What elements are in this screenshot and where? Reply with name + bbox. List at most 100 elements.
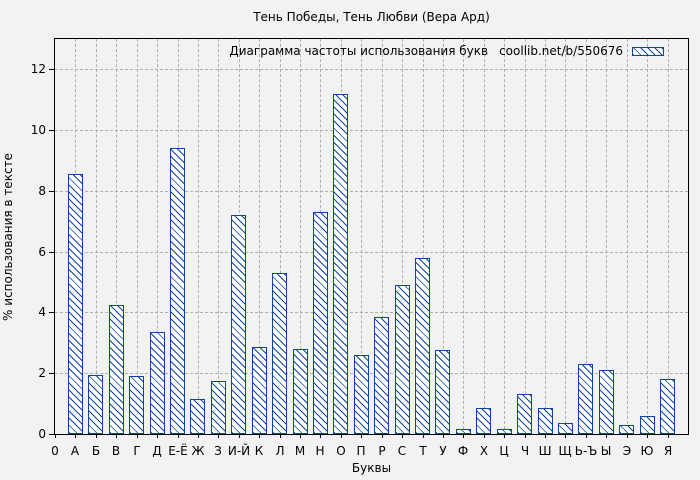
x-tick-label: Е-Ё — [168, 444, 188, 458]
gridline-v — [402, 39, 404, 434]
bar-А — [68, 174, 83, 434]
bar-Я — [660, 379, 675, 434]
gridline-v — [381, 39, 383, 434]
bar-Е-Ё — [170, 148, 185, 434]
x-tick-label: К — [254, 444, 264, 458]
gridline-v — [259, 39, 261, 434]
gridline-h — [55, 312, 688, 314]
gridline-v — [157, 39, 159, 434]
x-tick-mark — [545, 434, 546, 438]
x-tick-label: Ю — [640, 444, 654, 458]
x-tick-mark — [178, 434, 179, 438]
gridline-v — [585, 39, 587, 434]
bar-С — [395, 285, 410, 434]
x-tick-mark — [504, 434, 505, 438]
chart-title: Тень Победы, Тень Любви (Вера Ард) — [253, 10, 490, 24]
bar-Т — [415, 258, 430, 434]
x-tick-label: Щ — [558, 444, 572, 458]
x-tick-label: Я — [663, 444, 673, 458]
bar-Ц — [497, 429, 512, 434]
x-tick-label: Н — [315, 444, 325, 458]
x-tick-mark — [565, 434, 566, 438]
x-tick-mark — [647, 434, 648, 438]
gridline-v — [300, 39, 302, 434]
legend: Диаграмма частоты использования букв cool… — [229, 44, 664, 58]
hatched-swatch-icon — [632, 46, 664, 56]
x-tick-label: 0 — [51, 444, 59, 458]
bar-Х — [476, 408, 491, 434]
gridline-v — [647, 39, 649, 434]
bar-Ю — [640, 416, 655, 434]
x-tick-label: Ц — [499, 444, 509, 458]
bar-Ч — [517, 394, 532, 434]
x-tick-mark — [423, 434, 424, 438]
gridline-v — [422, 39, 424, 434]
x-tick-mark — [525, 434, 526, 438]
x-tick-label: С — [397, 444, 407, 458]
x-tick-label: М — [294, 444, 306, 458]
gridline-v — [442, 39, 444, 434]
gridline-v — [136, 39, 138, 434]
x-tick-label: А — [70, 444, 80, 458]
x-tick-label: Ж — [191, 444, 205, 458]
x-tick-mark — [157, 434, 158, 438]
x-tick-label: Т — [419, 444, 427, 458]
bar-Ь-Ъ — [578, 364, 593, 434]
x-tick-mark — [668, 434, 669, 438]
bar-И-Й — [231, 215, 246, 434]
gridline-h — [55, 69, 688, 71]
x-tick-label: П — [356, 444, 366, 458]
x-tick-label: И-Й — [227, 444, 251, 458]
x-tick-mark — [218, 434, 219, 438]
bar-Щ — [558, 423, 573, 434]
gridline-h — [55, 373, 688, 375]
x-tick-mark — [116, 434, 117, 438]
gridline-v — [565, 39, 567, 434]
bar-Б — [88, 375, 103, 434]
gridline-v — [197, 39, 199, 434]
bar-Р — [374, 317, 389, 434]
gridline-v — [545, 39, 547, 434]
bar-У — [435, 350, 450, 434]
plot-area: Диаграмма частоты использования букв cool… — [49, 38, 689, 438]
gridline-v — [524, 39, 526, 434]
x-tick-mark — [443, 434, 444, 438]
bar-Э — [619, 425, 634, 434]
x-tick-mark — [402, 434, 403, 438]
x-tick-label: Ь-Ъ — [574, 444, 598, 458]
y-tick-label: 12 — [30, 62, 46, 76]
bar-В — [109, 305, 124, 434]
bar-Н — [313, 212, 328, 434]
gridline-v — [667, 39, 669, 434]
x-tick-label: Б — [91, 444, 101, 458]
x-tick-mark — [484, 434, 485, 438]
gridline-v — [504, 39, 506, 434]
bar-М — [293, 349, 308, 434]
y-tick-mark — [49, 130, 54, 131]
x-tick-mark — [463, 434, 464, 438]
gridline-v — [483, 39, 485, 434]
y-tick-mark — [49, 252, 54, 253]
x-tick-mark — [361, 434, 362, 438]
bar-Д — [150, 332, 165, 434]
x-tick-mark — [55, 434, 56, 438]
y-axis-title: % использования в тексте — [1, 153, 15, 321]
y-tick-label: 8 — [38, 184, 46, 198]
x-tick-label: Ч — [520, 444, 530, 458]
x-tick-label: З — [214, 444, 222, 458]
gridline-v — [626, 39, 628, 434]
y-tick-label: 4 — [38, 305, 46, 319]
x-tick-mark — [300, 434, 301, 438]
legend-source-link: coollib.net/b/550676 — [499, 44, 623, 58]
bar-Л — [272, 273, 287, 434]
x-tick-label: Д — [152, 444, 162, 458]
x-tick-mark — [137, 434, 138, 438]
bar-О — [333, 94, 348, 434]
y-tick-mark — [49, 434, 54, 435]
x-tick-label: Ф — [457, 444, 469, 458]
x-tick-mark — [627, 434, 628, 438]
y-tick-label: 2 — [38, 366, 46, 380]
y-tick-mark — [49, 373, 54, 374]
x-tick-label: Г — [133, 444, 141, 458]
